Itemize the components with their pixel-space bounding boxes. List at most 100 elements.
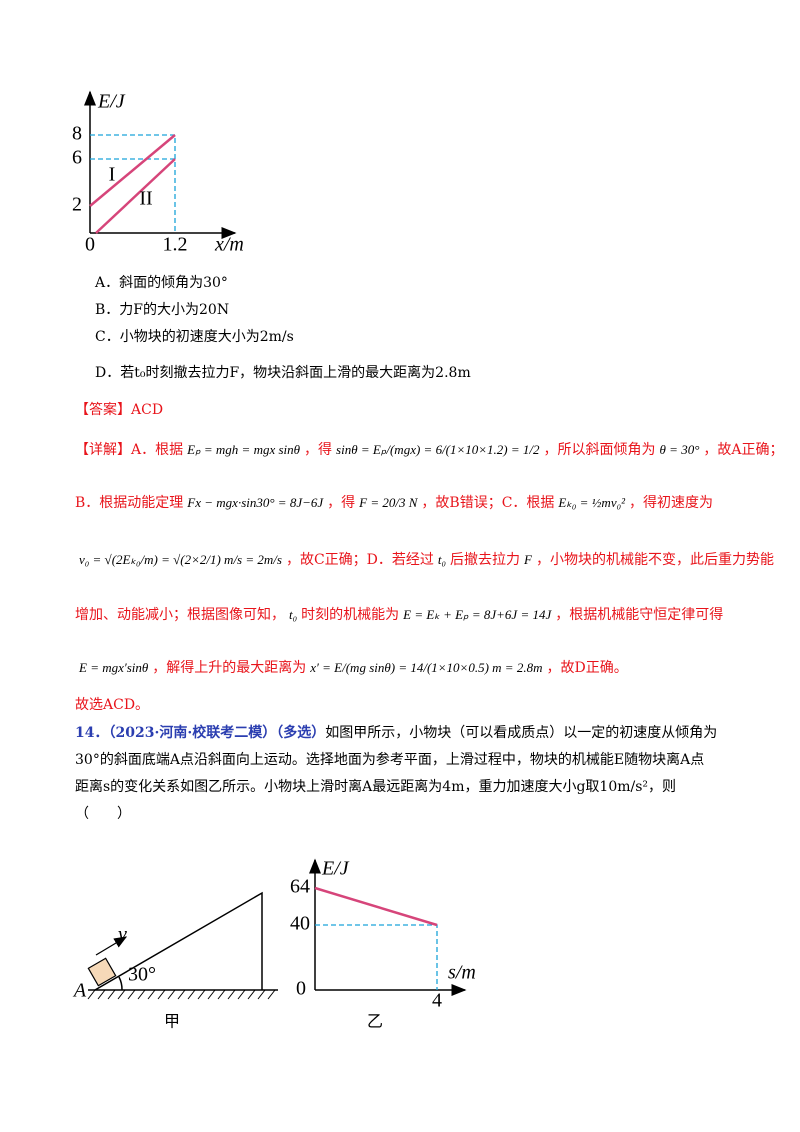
formula: x′ = E/(mg sinθ) = 14/(1×10×0.5) m = 2.8…: [310, 660, 543, 675]
answer: 【答案】ACD: [75, 400, 163, 420]
formula: v₀ = √(2Eₖ₀/m) = √(2×2/1) m/s = 2m/s: [79, 552, 282, 567]
explanation-text: ，小物块的机械能不变，此后重力势能: [535, 552, 774, 568]
question-line: 30°的斜面底端A点沿斜面向上运动。选择地面为参考平面，上滑过程中，物块的机械能…: [75, 750, 704, 770]
explanation-line: B．根据动能定理 Fx − mgx·sin30° = 8J−6J ，得 F = 20/…: [75, 493, 713, 513]
line-label: II: [139, 188, 152, 210]
option: B．力F的大小为20N: [95, 302, 230, 318]
question-line: 14．（2023·河南·校联考二模）（多选）如图甲所示，小物块（可以看成质点）以…: [75, 723, 717, 743]
figure-1: E/J x/m 8 6 2 0 1.2 I II: [72, 90, 244, 256]
hatch: [117, 989, 126, 1000]
hatch: [237, 989, 246, 1000]
caption: 甲: [164, 1012, 180, 1031]
option: D．若t₀时刻撤去拉力F，物块沿斜面上滑的最大距离为2.8m: [95, 365, 471, 381]
explanation-text: B．根据动能定理: [75, 495, 184, 511]
hatch: [157, 989, 166, 1000]
line-i: [89, 134, 176, 207]
energy-line: [314, 886, 438, 927]
explanation-text: ，故B错误；C．根据: [421, 495, 555, 511]
origin: 0: [85, 234, 95, 256]
origin: 0: [296, 978, 306, 1000]
question-text: 如图甲所示，小物块（可以看成质点）以一定的初速度从倾角为: [325, 725, 718, 741]
y-tick: 2: [72, 194, 82, 216]
x-label: s/m: [448, 962, 476, 984]
hatch: [217, 989, 226, 1000]
hatch: [107, 989, 116, 1000]
y-label: E/J: [97, 91, 126, 113]
formula: E = Eₖ + Eₚ = 8J+6J = 14J: [403, 607, 552, 622]
angle-arc: [118, 976, 123, 991]
question-text: （ ）: [75, 806, 131, 822]
option-line: D．若t₀时刻撤去拉力F，物块沿斜面上滑的最大距离为2.8m: [95, 363, 471, 383]
question-text: 30°的斜面底端A点沿斜面向上运动。选择地面为参考平面，上滑过程中，物块的机械能…: [75, 752, 705, 768]
formula: t₀: [289, 607, 298, 622]
explanation-text: ，故A正确；: [703, 442, 784, 458]
hatch: [227, 989, 236, 1000]
guide: [315, 924, 438, 990]
hatch: [187, 989, 196, 1000]
hatch: [247, 989, 256, 1000]
guide: [90, 134, 176, 233]
explanation-text: ，根据机械能守恒定律可得: [555, 607, 724, 623]
explanation-line: 【详解】A．根据 Eₚ = mgh = mgx sinθ ，得 sinθ = Eₚ/(…: [75, 440, 784, 460]
question-text: 距离s的变化关系如图乙所示。小物块上滑时离A最远距离为4m，重力加速度大小g取1…: [75, 779, 677, 795]
line-label: I: [109, 164, 116, 186]
explanation-line: v₀ = √(2Eₖ₀/m) = √(2×2/1) m/s = 2m/s ，故C正…: [75, 550, 774, 570]
option-line: A．斜面的倾角为30°: [95, 273, 228, 293]
formula: Fx − mgx·sin30° = 8J−6J: [187, 495, 324, 510]
question-line: （ ）: [75, 804, 131, 824]
hatch: [97, 989, 106, 1000]
conclusion-line: 故选ACD。: [75, 695, 149, 715]
explanation-text: ，故C正确；D．若经过: [285, 552, 434, 568]
figure-jia: v 30° A 甲: [72, 891, 278, 1031]
formula: θ = 30°: [659, 442, 700, 457]
explanation-text: ，所以斜面倾角为: [543, 442, 656, 458]
incline: [94, 891, 263, 991]
hatch: [87, 989, 96, 1000]
question-source: 14．（2023·河南·校联考二模）（多选）: [75, 725, 326, 741]
velocity-label: v: [118, 924, 127, 946]
explanation-text: ，故D正确。: [546, 660, 628, 676]
option: C．小物块的初速度大小为2m/s: [95, 329, 294, 345]
x-label: x/m: [214, 234, 244, 256]
explanation-text: ，得初速度为: [629, 495, 713, 511]
hatch: [177, 989, 186, 1000]
option: A．斜面的倾角为30°: [95, 275, 228, 291]
explanation-text: 后撤去拉力: [450, 552, 521, 568]
formula: F = 20/3 N: [359, 495, 418, 510]
angle-label: 30°: [128, 964, 156, 986]
y-tick: 64: [290, 876, 310, 898]
hatch: [127, 989, 136, 1000]
explanation-text: 【详解】A．根据: [75, 442, 184, 458]
question-line: 距离s的变化关系如图乙所示。小物块上滑时离A最远距离为4m，重力加速度大小g取1…: [75, 777, 676, 797]
point-label: A: [72, 980, 87, 1002]
option-line: C．小物块的初速度大小为2m/s: [95, 327, 294, 347]
hatch: [267, 989, 276, 1000]
explanation-text: 时刻的机械能为: [301, 607, 400, 623]
formula: F: [524, 552, 532, 567]
velocity-arrow: [95, 936, 128, 956]
figure-yi: E/J s/m 64 40 0 4 乙: [290, 858, 476, 1031]
conclusion: 故选ACD。: [75, 697, 150, 713]
hatch: [197, 989, 206, 1000]
y-tick: 6: [72, 147, 82, 169]
formula: E = mgx′sinθ: [79, 660, 149, 675]
hatch: [207, 989, 216, 1000]
x-tick: 1.2: [163, 234, 188, 256]
formula: Eₚ = mgh = mgx sinθ: [187, 442, 301, 457]
hatch: [147, 989, 156, 1000]
explanation-text: 增加、动能减小；根据图像可知，: [75, 607, 285, 623]
block: [87, 957, 117, 987]
y-label: E/J: [321, 858, 350, 880]
explanation-text: ，得: [327, 495, 356, 511]
caption: 乙: [367, 1012, 383, 1031]
explanation-line: E = mgx′sinθ ，解得上升的最大距离为 x′ = E/(mg sinθ) …: [75, 658, 628, 678]
y-tick: 8: [72, 123, 82, 145]
explanation-text: ，解得上升的最大距离为: [152, 660, 307, 676]
formula: sinθ = Eₚ/(mgx) = 6/(1×10×1.2) = 1/2: [336, 442, 540, 457]
formula: t₀: [437, 552, 447, 567]
hatch: [137, 989, 146, 1000]
y-tick: 40: [290, 913, 310, 935]
answer-tag: 【答案】: [75, 402, 131, 418]
